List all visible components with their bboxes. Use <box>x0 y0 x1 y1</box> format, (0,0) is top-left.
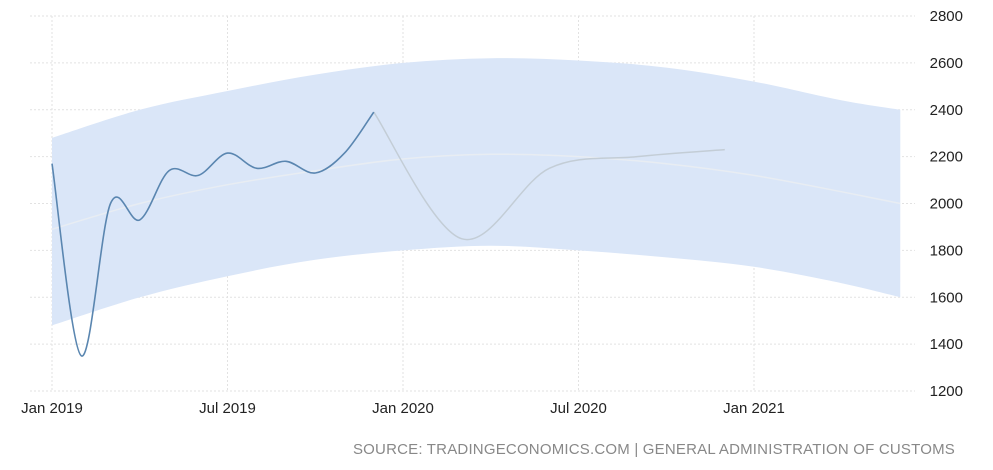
forecast-line <box>373 111 725 241</box>
forecast-band <box>52 58 901 326</box>
y-tick-label: 1800 <box>930 242 963 259</box>
x-tick-label: Jan 2021 <box>723 400 785 417</box>
actual-line <box>51 111 375 357</box>
source-note: SOURCE: TRADINGECONOMICS.COM | GENERAL A… <box>352 441 955 458</box>
y-tick-label: 1600 <box>930 289 963 306</box>
y-tick-label: 2400 <box>930 102 963 119</box>
x-tick-label: Jan 2019 <box>21 400 83 417</box>
x-tick-label: Jul 2019 <box>199 400 256 417</box>
x-axis: Jan 2019 Jul 2019 Jan 2020 Jul 2020 Jan 2021 <box>21 400 785 417</box>
y-tick-label: 2600 <box>930 55 963 72</box>
y-tick-label: 1200 <box>930 383 963 400</box>
y-tick-label: 2000 <box>930 196 963 213</box>
x-tick-label: Jul 2020 <box>550 400 607 417</box>
y-tick-label: 2800 <box>930 8 963 25</box>
trend-line <box>51 153 901 231</box>
y-tick-label: 2200 <box>930 149 963 166</box>
y-axis: 1200 1400 1600 1800 2000 2200 2400 2600 2800 <box>930 8 963 400</box>
y-tick-label: 1400 <box>930 336 963 353</box>
x-tick-label: Jan 2020 <box>372 400 434 417</box>
